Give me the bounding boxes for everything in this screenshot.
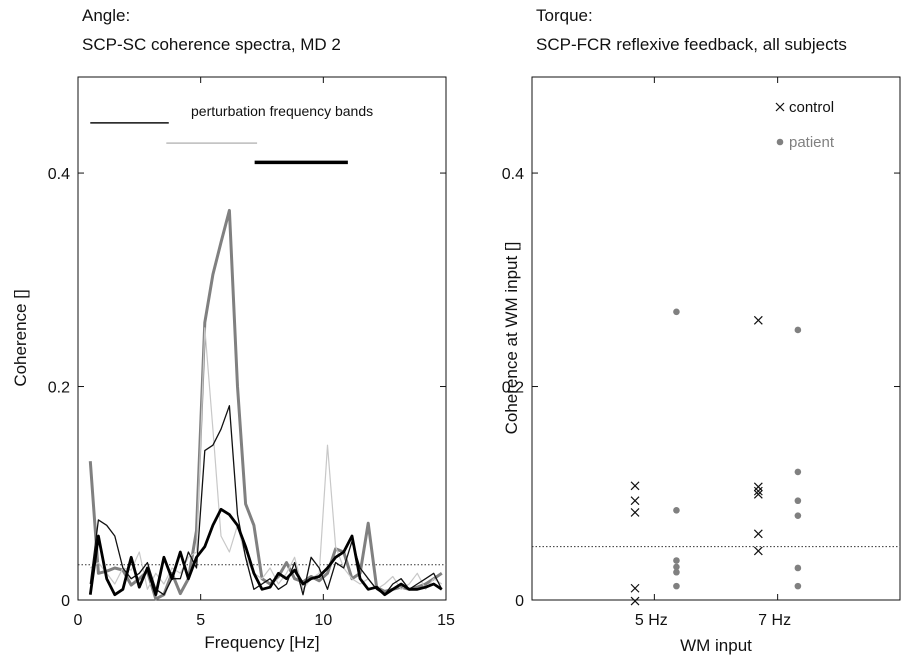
patient-point — [673, 568, 680, 576]
control-point — [630, 596, 640, 606]
y-axis-label: Coherence [] — [11, 289, 30, 386]
torque-coherence-chart: Torque: SCP-FCR reflexive feedback, all … — [502, 6, 901, 655]
axis-ticks: 0 5 10 15 0 0.2 0.4 — [48, 77, 455, 629]
patient-point — [794, 326, 802, 334]
y-tick-label: 0 — [515, 593, 524, 610]
patient-point — [794, 497, 802, 505]
patient-point — [673, 582, 680, 590]
patient-point — [673, 308, 680, 316]
patient-point — [794, 468, 802, 476]
scatter-points — [630, 308, 802, 606]
y-tick-label: 0.4 — [48, 166, 70, 183]
y-tick-label: 0.4 — [502, 166, 524, 183]
plot-frame — [77, 76, 447, 601]
control-point — [630, 481, 640, 491]
chart-title-line2: SCP-SC coherence spectra, MD 2 — [82, 35, 341, 54]
x-axis-label: Frequency [Hz] — [204, 633, 319, 652]
x-tick-label: 0 — [74, 612, 83, 629]
angle-coherence-chart: Angle: SCP-SC coherence spectra, MD 2 0 5… — [11, 6, 455, 652]
legend: control patient — [775, 99, 835, 151]
x-axis-label: WM input — [680, 636, 752, 655]
control-point — [753, 482, 763, 492]
series-lines — [88, 208, 443, 601]
y-tick-label: 0 — [61, 593, 70, 610]
x-tick-label: 15 — [437, 612, 455, 629]
patient-point — [794, 512, 802, 519]
chart-title-line1: Angle: — [82, 6, 130, 25]
legend-label-patient: patient — [789, 134, 835, 151]
series-line — [88, 208, 443, 601]
control-point — [753, 486, 763, 496]
control-point — [630, 496, 640, 506]
x-tick-label: 5 — [196, 612, 205, 629]
patient-point — [794, 582, 802, 590]
band-legend — [90, 122, 348, 165]
chart-title-line1: Torque: — [536, 6, 593, 25]
control-point — [753, 489, 763, 499]
patient-point — [673, 507, 680, 514]
x-tick-label: 10 — [314, 612, 332, 629]
series-line — [89, 327, 443, 590]
patient-point — [673, 557, 680, 564]
control-point — [753, 546, 763, 556]
chart-title-line2: SCP-FCR reflexive feedback, all subjects — [536, 35, 847, 54]
legend-marker-control — [775, 102, 785, 112]
control-point — [630, 508, 640, 517]
plot-frame — [531, 76, 901, 601]
patient-point — [673, 563, 680, 571]
control-point — [753, 315, 763, 325]
series-line — [88, 507, 443, 597]
legend-label-control: control — [789, 99, 834, 116]
y-tick-label: 0.2 — [48, 380, 70, 397]
control-point — [753, 529, 763, 539]
control-point — [630, 583, 640, 593]
y-tick-label: 0.2 — [502, 380, 524, 397]
x-tick-label: 5 Hz — [635, 612, 668, 629]
y-axis-label: Coherence at WM input [] — [502, 242, 521, 435]
legend-marker-patient — [776, 138, 784, 146]
band-legend-label: perturbation frequency bands — [191, 103, 373, 119]
axis-ticks: 5 Hz 7 Hz 0 0.2 0.4 — [502, 77, 900, 629]
x-tick-label: 7 Hz — [758, 612, 791, 629]
patient-point — [794, 564, 802, 572]
